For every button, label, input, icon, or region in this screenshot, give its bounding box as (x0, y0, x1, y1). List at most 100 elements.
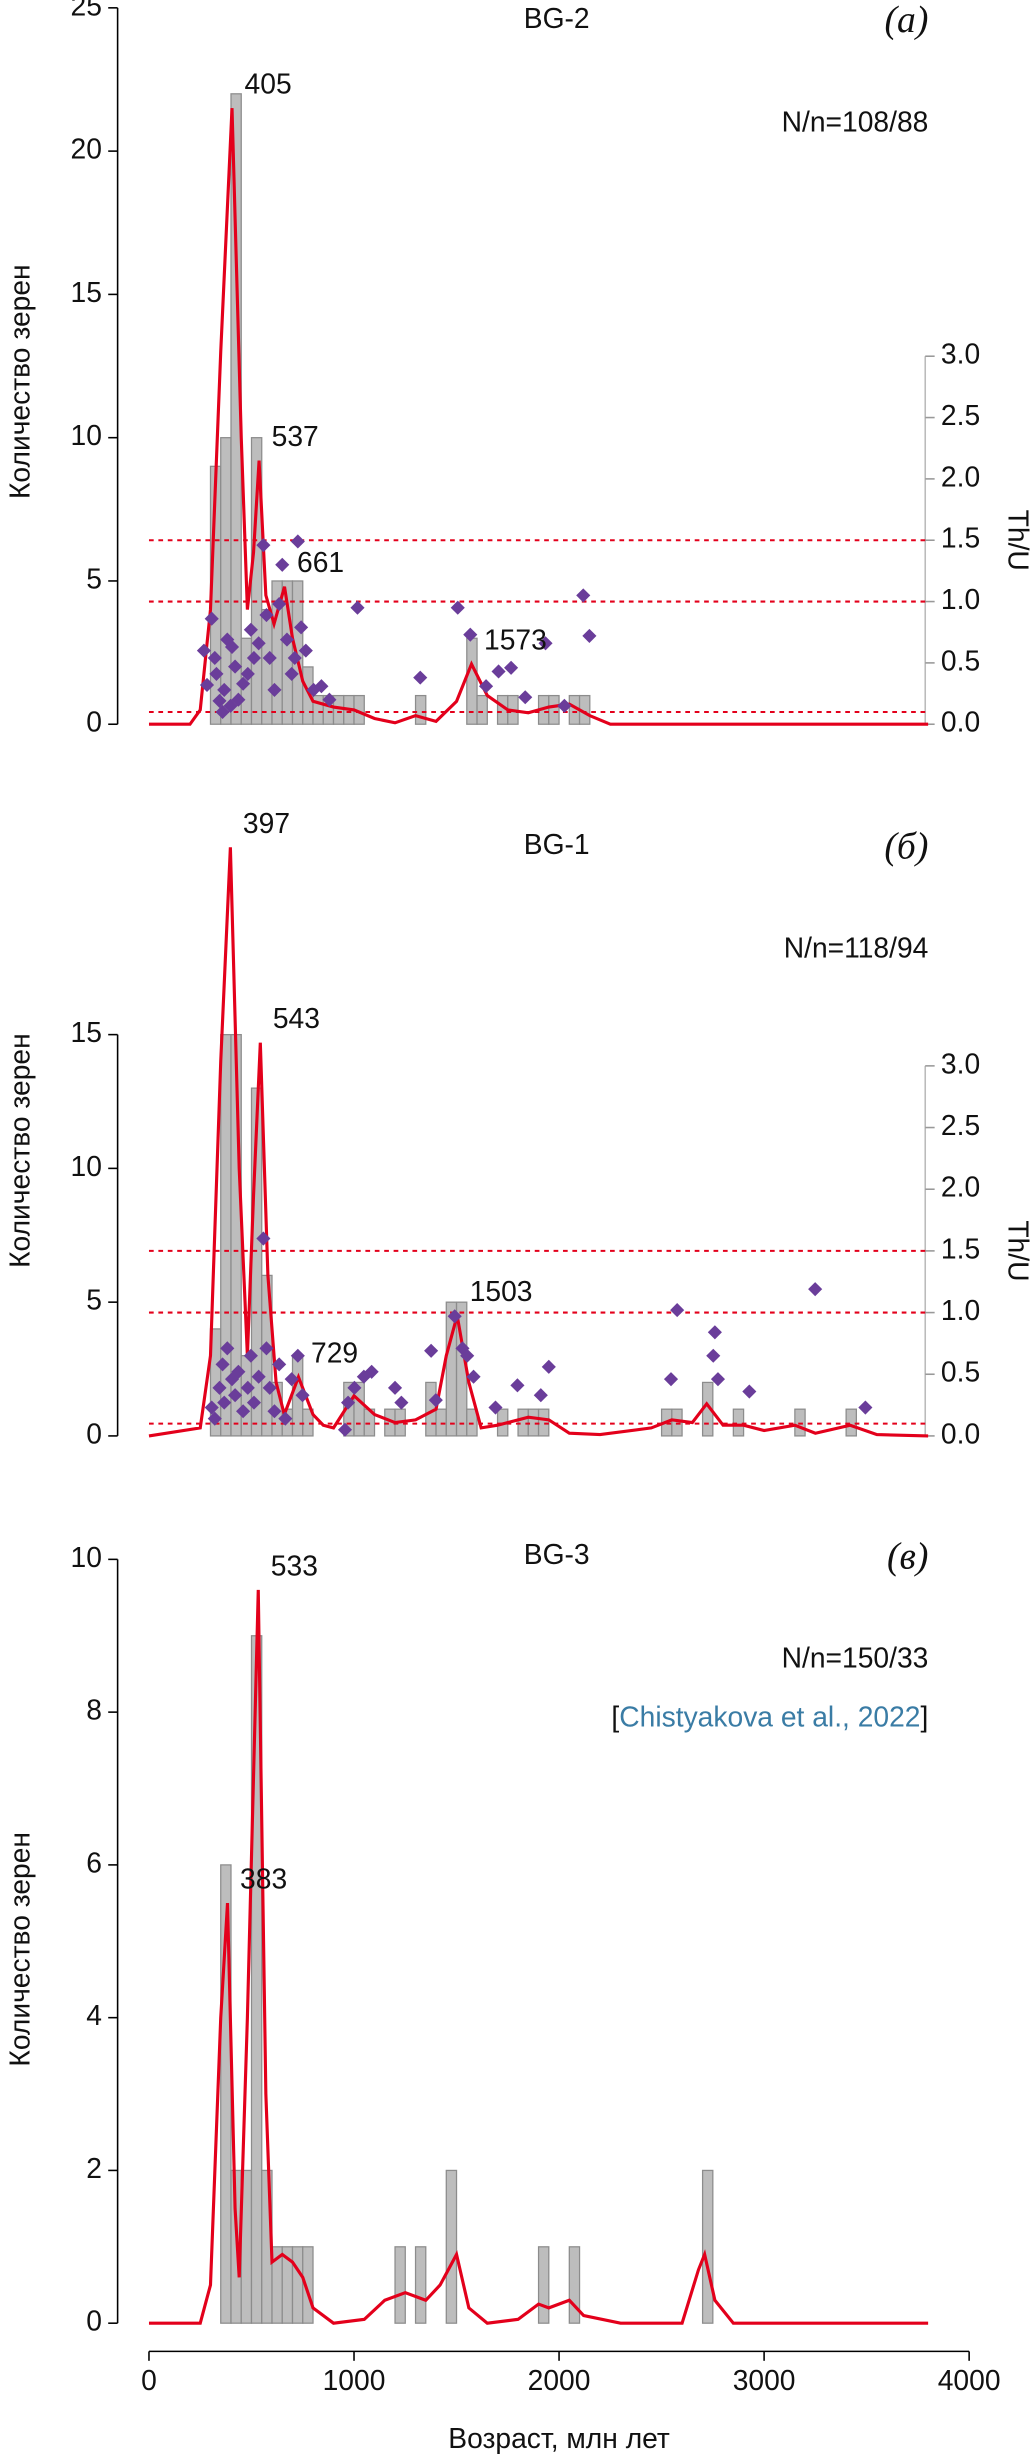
histogram-bar (261, 608, 273, 725)
th-u-point (576, 588, 591, 603)
th-u-point (262, 650, 277, 666)
peak-label: 729 (311, 1337, 358, 1369)
y-tick-label: 20 (71, 133, 102, 165)
th-u-point (298, 643, 313, 658)
th-u-point (518, 690, 533, 705)
panel-tag: (б) (884, 825, 928, 867)
th-u-point (450, 600, 465, 615)
th-u-point (240, 666, 255, 681)
th-u-point (204, 1400, 219, 1415)
y-tick-label: 5 (86, 1284, 102, 1316)
th-u-point (196, 643, 211, 658)
y2-tick-label: 3.0 (941, 338, 980, 370)
th-u-point (251, 1369, 266, 1384)
th-u-point (246, 1395, 262, 1410)
th-u-point (287, 650, 302, 666)
y2-tick-label: 0.0 (941, 706, 980, 738)
citation-part: Chistyakova et al., 2022 (619, 1701, 920, 1733)
y-tick-label: 10 (71, 1150, 102, 1182)
y2-tick-label: 0.5 (941, 644, 980, 676)
histogram-bar (302, 2246, 314, 2324)
th-u-point (215, 1357, 230, 1372)
th-u-point (290, 1348, 305, 1363)
th-u-point (341, 1395, 356, 1410)
th-u-point (272, 596, 287, 612)
sample-size: N/n=150/33 (782, 1642, 929, 1674)
histogram-bar (517, 1408, 529, 1437)
citation-part: [ (611, 1701, 619, 1733)
y-axis-label: Количество зерен (3, 1832, 35, 2067)
th-u-point (428, 1393, 443, 1408)
histogram-bar (476, 694, 488, 725)
th-u-point (212, 1380, 227, 1395)
th-u-point (262, 1380, 277, 1395)
x-axis-label: Возраст, млн лет (448, 2422, 670, 2454)
th-u-point (742, 1384, 757, 1399)
histogram-bar (568, 2246, 581, 2324)
histogram-bar (548, 694, 560, 725)
x-tick-label: 4000 (938, 2364, 1001, 2396)
th-u-point (466, 1369, 481, 1384)
th-u-point (259, 1341, 274, 1356)
th-u-point (424, 1343, 439, 1358)
peak-label: 405 (245, 68, 292, 100)
y2-axis-label: Th/U (1003, 510, 1035, 571)
th-u-point (504, 660, 519, 675)
citation-part: ] (921, 1701, 929, 1733)
histogram-bar (435, 1408, 447, 1437)
th-u-point (510, 1378, 525, 1393)
th-u-point (364, 1364, 379, 1379)
histogram-bar (537, 1408, 550, 1437)
y-tick-label: 0 (86, 1417, 102, 1449)
th-u-point (231, 1364, 246, 1379)
histogram-bar (794, 1408, 806, 1437)
th-u-point (488, 1400, 503, 1415)
y2-axis-label: Th/U (1003, 1220, 1035, 1281)
density-curve (148, 847, 929, 1438)
th-u-point (267, 1404, 282, 1419)
histogram-bar (527, 1408, 540, 1437)
histogram-bar (701, 2169, 714, 2324)
panel-tag: (в) (887, 1535, 928, 1577)
y-axis-label: Количество зерен (3, 264, 35, 499)
peak-label: 537 (272, 420, 319, 452)
histogram-bar (845, 1408, 857, 1437)
peak-label: 1503 (470, 1275, 533, 1307)
th-u-point (228, 659, 243, 674)
th-u-point (295, 1388, 310, 1403)
histogram-bar (312, 694, 324, 725)
peak-label: 543 (273, 1002, 320, 1034)
histogram-bar (291, 2246, 304, 2324)
y2-tick-label: 2.0 (941, 460, 980, 492)
y-tick-label: 15 (71, 276, 102, 308)
th-u-point (808, 1282, 823, 1297)
y-tick-label: 15 (71, 1016, 102, 1048)
y-tick-label: 10 (71, 1541, 102, 1573)
y-tick-label: 4 (86, 1999, 102, 2031)
y2-tick-label: 1.0 (941, 1294, 980, 1326)
th-u-point (706, 1348, 721, 1363)
th-u-point (284, 666, 299, 681)
x-tick-label: 0 (141, 2364, 157, 2396)
y-tick-label: 25 (71, 0, 102, 21)
y-tick-label: 6 (86, 1846, 102, 1878)
histogram-bar (732, 1408, 745, 1437)
th-u-point (557, 698, 572, 713)
th-u-point (710, 1372, 726, 1387)
peak-label: 533 (271, 1549, 318, 1581)
th-u-point (460, 1348, 475, 1363)
th-u-point (387, 1380, 403, 1395)
th-u-point (240, 1380, 255, 1395)
th-u-point (199, 677, 215, 693)
x-tick-label: 2000 (528, 2364, 591, 2396)
sample-size: N/n=118/94 (784, 931, 929, 963)
th-u-point (347, 1380, 362, 1395)
density-curve (148, 1589, 929, 2325)
x-tick-label: 1000 (323, 2364, 386, 2396)
th-u-point (533, 1388, 548, 1403)
th-u-point (256, 1231, 271, 1246)
th-u-point (228, 1388, 243, 1403)
th-u-point (284, 1372, 299, 1387)
th-u-point (337, 1422, 353, 1437)
th-u-point (217, 1395, 232, 1410)
